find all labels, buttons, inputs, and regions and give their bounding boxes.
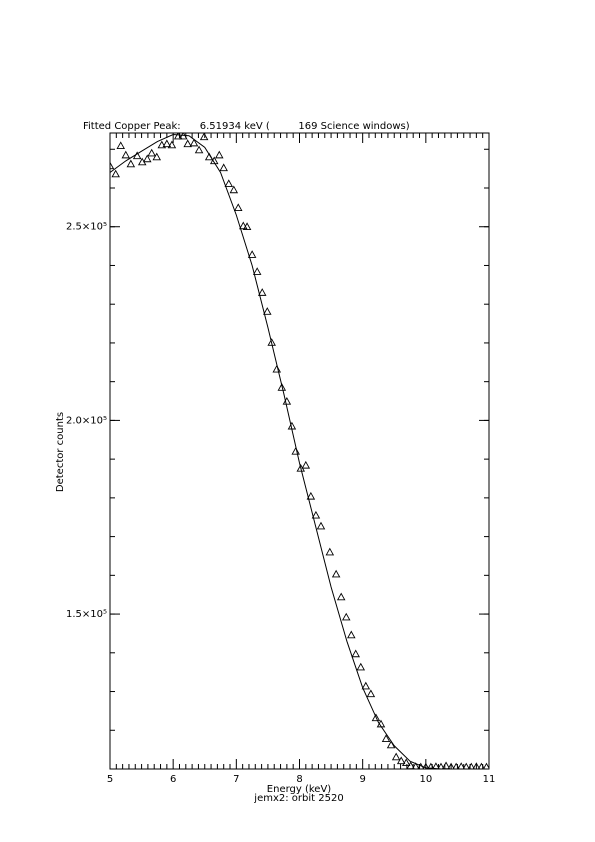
subtitle: jemx2: orbit 2520: [253, 793, 343, 804]
fit-line: [110, 134, 489, 769]
data-point: [447, 762, 455, 769]
x-tick-label: 5: [107, 774, 113, 785]
data-point: [162, 139, 172, 148]
x-tick-label: 10: [419, 774, 432, 785]
data-point: [147, 148, 156, 157]
data-point: [325, 547, 335, 556]
x-tick-label: 8: [296, 774, 302, 785]
data-point: [242, 222, 252, 230]
data-point: [366, 689, 376, 698]
data-point: [361, 681, 371, 690]
data-point: [316, 521, 326, 530]
y-tick-label: 1.5×10⁵: [66, 609, 107, 620]
data-point: [391, 752, 401, 761]
x-tick-label: 11: [483, 774, 496, 785]
data-point: [301, 460, 311, 469]
data-point: [472, 762, 481, 769]
y-tick-label: 2.0×10⁵: [66, 415, 107, 426]
x-axis-label: Energy (keV): [267, 784, 332, 795]
data-point: [396, 756, 406, 765]
x-tick-label: 9: [359, 774, 365, 785]
data-point: [121, 150, 131, 159]
y-axis-label: Detector counts: [55, 412, 66, 492]
data-point: [199, 133, 209, 141]
data-point: [311, 510, 321, 519]
data-point: [229, 185, 239, 194]
data-point: [116, 141, 126, 150]
data-point: [167, 140, 177, 149]
data-point: [152, 152, 162, 161]
data-point: [347, 630, 356, 639]
data-point: [386, 740, 396, 749]
data-point: [457, 762, 465, 769]
data-point: [189, 138, 199, 147]
data-point: [272, 364, 282, 373]
chart-title: Fitted Copper Peak: 6.51934 keV ( 169 Sc…: [83, 121, 410, 132]
data-point: [482, 762, 489, 769]
data-point: [437, 762, 445, 769]
data-point: [381, 734, 391, 743]
data-point: [291, 446, 300, 455]
data-point: [406, 761, 415, 769]
data-point: [411, 762, 420, 769]
data-point: [341, 612, 351, 621]
data-point: [462, 762, 470, 769]
data-point: [224, 179, 234, 187]
data-point: [110, 161, 115, 170]
plot-area: [110, 133, 489, 769]
data-point: [336, 592, 346, 601]
data-point: [183, 139, 192, 148]
data-point: [111, 169, 120, 178]
data-point: [233, 203, 243, 212]
data-point: [219, 163, 228, 172]
data-point: [401, 758, 411, 767]
data-point: [194, 145, 204, 154]
data-point: [331, 569, 341, 578]
data-point: [277, 383, 287, 391]
data-point: [126, 159, 136, 168]
data-point: [143, 154, 152, 163]
data-point: [351, 649, 360, 658]
data-point: [247, 250, 257, 258]
x-tick-label: 7: [233, 774, 239, 785]
data-point: [432, 762, 440, 769]
x-tick-label: 6: [170, 774, 176, 785]
data-point: [263, 307, 272, 315]
data-point: [239, 221, 248, 230]
data-point: [371, 713, 381, 722]
data-point: [306, 491, 316, 500]
data-point: [257, 288, 267, 296]
y-tick-label: 2.5×10⁵: [66, 222, 107, 233]
data-point: [252, 267, 262, 275]
data-point: [215, 150, 224, 159]
data-point: [356, 662, 366, 671]
data-point: [157, 140, 167, 149]
